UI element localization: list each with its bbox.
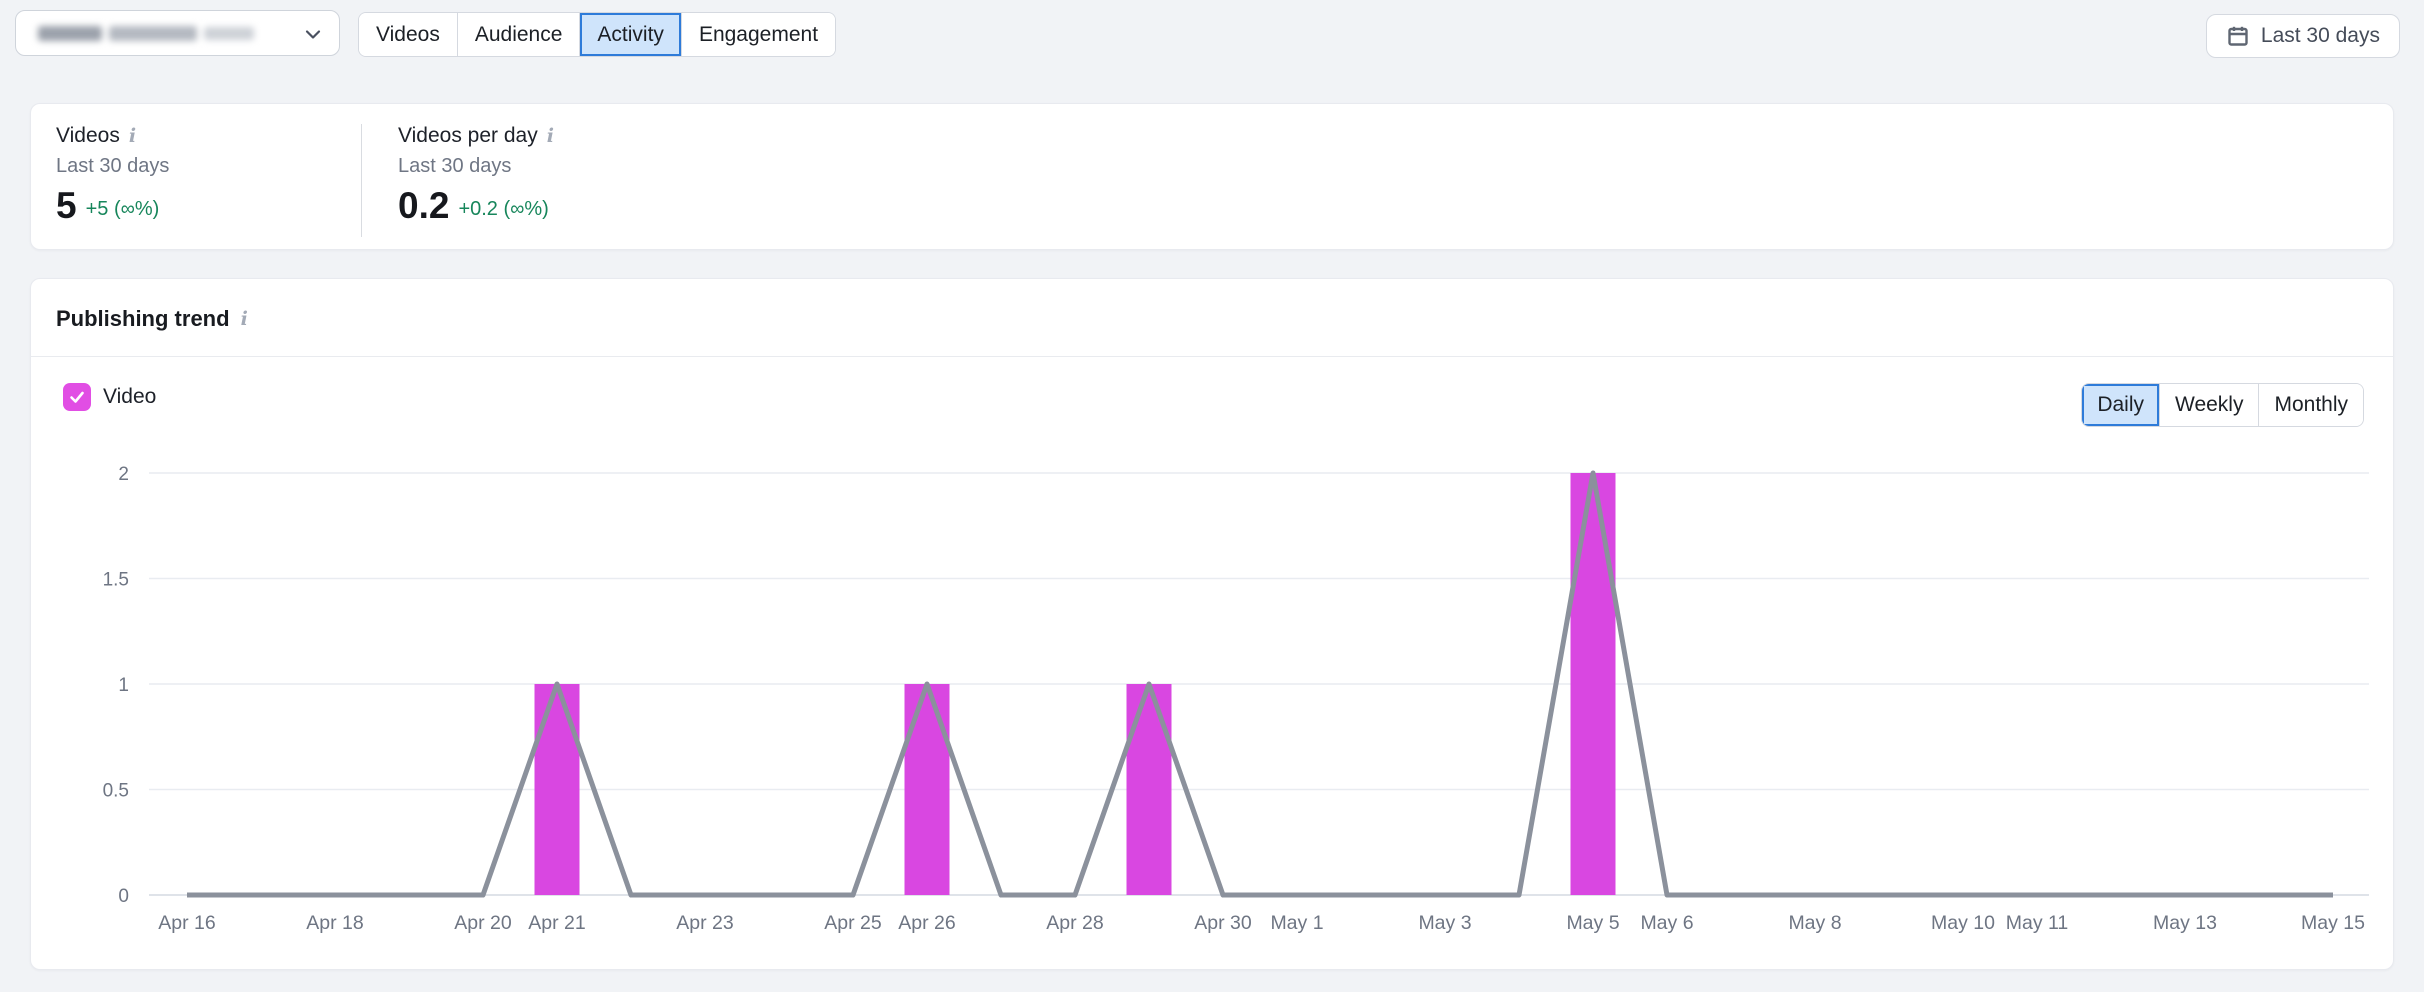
info-icon[interactable]: i [240,307,248,330]
date-range-button[interactable]: Last 30 days [2205,14,2400,58]
stat-period: Last 30 days [398,155,512,177]
granularity-toggle: Daily Weekly Monthly [2081,383,2364,427]
svg-text:May 5: May 5 [1566,912,1619,934]
svg-text:1.5: 1.5 [103,570,129,591]
legend-label: Video [103,385,157,408]
svg-text:Apr 20: Apr 20 [454,912,512,934]
svg-text:May 8: May 8 [1788,912,1841,934]
toggle-daily[interactable]: Daily [2082,384,2159,426]
stat-period: Last 30 days [56,155,170,177]
svg-text:May 15: May 15 [2301,912,2365,934]
stat-delta: +0.2 (∞%) [458,198,549,220]
top-bar: Videos Audience Activity Engagement Last… [0,0,2424,70]
svg-text:Apr 18: Apr 18 [306,912,363,934]
channel-name-redacted [38,25,254,41]
tab-audience[interactable]: Audience [456,13,580,56]
svg-text:May 10: May 10 [1931,912,1995,934]
svg-text:May 3: May 3 [1418,912,1471,934]
stat-title: Videos [56,124,120,147]
svg-text:May 13: May 13 [2153,912,2217,934]
toggle-weekly[interactable]: Weekly [2159,384,2259,426]
publishing-trend-card: Publishing trend i Video Daily Weekly Mo… [30,278,2394,970]
svg-text:Apr 26: Apr 26 [898,912,955,934]
svg-text:May 1: May 1 [1270,912,1323,934]
stats-card: Videos i Last 30 days 5 +5 (∞%) Videos p… [30,103,2394,250]
report-tabs: Videos Audience Activity Engagement [358,12,837,57]
svg-text:Apr 28: Apr 28 [1046,912,1103,934]
chevron-down-icon [305,30,321,39]
toggle-monthly[interactable]: Monthly [2258,384,2363,426]
stat-videos-per-day: Videos per day i Last 30 days 0.2 +0.2 (… [362,104,554,249]
chart-controls-row: Video Daily Weekly Monthly [63,383,2364,427]
section-divider [31,356,2393,357]
svg-text:0: 0 [118,886,129,907]
stat-videos: Videos i Last 30 days 5 +5 (∞%) [31,104,361,249]
svg-text:1: 1 [118,675,129,696]
tab-activity[interactable]: Activity [579,13,681,56]
check-icon [70,391,84,403]
info-icon[interactable]: i [128,124,137,147]
tab-engagement[interactable]: Engagement [680,13,836,56]
svg-text:Apr 16: Apr 16 [158,912,215,934]
svg-text:Apr 25: Apr 25 [824,912,882,934]
section-title: Publishing trend [56,306,230,331]
svg-text:Apr 21: Apr 21 [528,912,585,934]
stat-delta: +5 (∞%) [85,198,160,220]
svg-text:2: 2 [118,464,129,485]
video-checkbox[interactable] [63,383,91,411]
svg-text:May 11: May 11 [2006,912,2069,934]
svg-text:May 6: May 6 [1640,912,1693,934]
channel-selector-dropdown[interactable] [15,10,340,56]
stat-value: 0.2 [398,185,450,226]
svg-text:0.5: 0.5 [103,781,129,802]
date-range-label: Last 30 days [2260,24,2380,47]
svg-text:Apr 30: Apr 30 [1194,912,1252,934]
svg-text:Apr 23: Apr 23 [676,912,733,934]
tab-videos[interactable]: Videos [359,13,457,56]
calendar-icon [2228,26,2248,46]
info-icon[interactable]: i [546,124,554,147]
legend-video[interactable]: Video [63,383,156,411]
stat-title: Videos per day [398,124,538,147]
stats-divider [361,124,362,237]
stat-value: 5 [56,185,77,226]
